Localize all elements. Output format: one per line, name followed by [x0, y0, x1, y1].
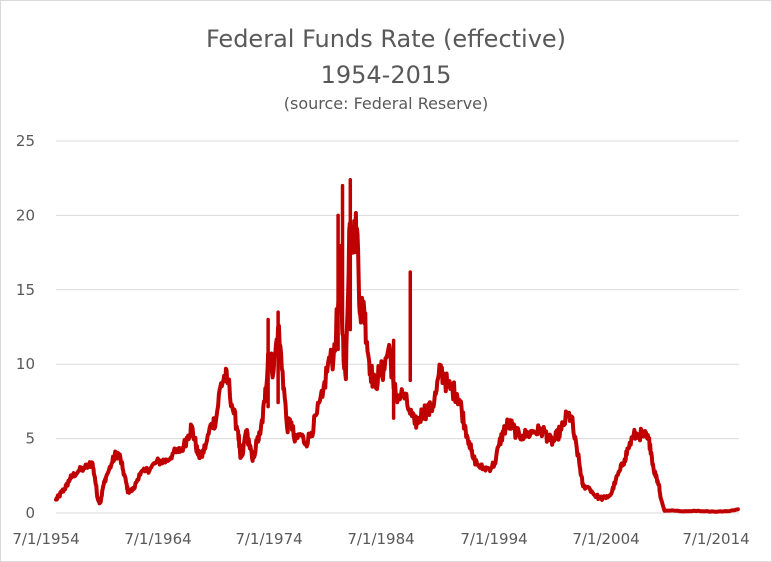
series-layer [54, 177, 740, 514]
y-tick-label: 20 [16, 206, 35, 224]
axis-ticks: 0 5 10 15 20 25 7/1/1954 7/1/1964 7/1/1974 7/1/19… [12, 132, 749, 548]
x-tick-label: 7/1/1984 [347, 530, 414, 548]
chart-source-note: (source: Federal Reserve) [283, 94, 489, 113]
y-tick-label: 15 [16, 281, 35, 299]
y-tick-label: 10 [16, 355, 35, 373]
y-tick-label: 5 [25, 430, 35, 448]
x-tick-label: 7/1/2004 [572, 530, 639, 548]
x-tick-label: 7/1/1954 [12, 530, 79, 548]
x-tick-label: 7/1/1974 [235, 530, 302, 548]
series-line-fed-funds-rate [54, 211, 740, 514]
x-tick-label: 7/1/1994 [460, 530, 527, 548]
x-tick-label: 7/1/2014 [682, 530, 749, 548]
chart-subtitle: 1954-2015 [320, 61, 452, 89]
y-tick-label: 25 [16, 132, 35, 150]
x-tick-label: 7/1/1964 [124, 530, 191, 548]
chart-title: Federal Funds Rate (effective) [205, 25, 567, 53]
gridlines [56, 140, 739, 514]
y-tick-label: 0 [25, 504, 35, 522]
